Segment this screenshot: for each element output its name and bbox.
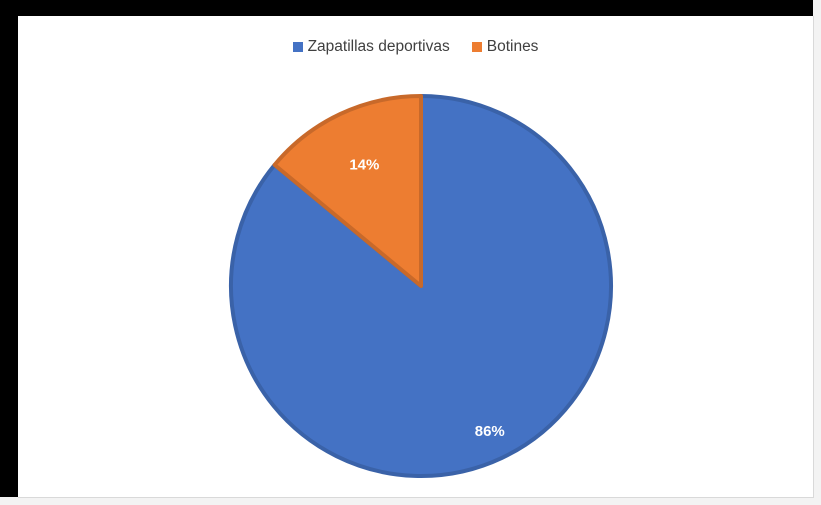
legend-label-botines: Botines <box>486 38 539 55</box>
pie-chart: 86% 14% <box>229 94 613 478</box>
legend-item-botines: Botines <box>471 38 539 56</box>
chart-legend: Zapatillas deportivas Botines <box>18 38 813 56</box>
pie-data-labels: 86% 14% <box>349 157 504 440</box>
data-label-zapatillas: 86% <box>475 423 505 440</box>
window-right-edge <box>813 0 821 505</box>
legend-swatch-zapatillas <box>292 42 303 52</box>
pie-slices <box>229 94 613 478</box>
legend-label-zapatillas: Zapatillas deportivas <box>307 38 450 55</box>
legend-item-zapatillas: Zapatillas deportivas <box>292 38 450 56</box>
window-top-border <box>0 0 821 16</box>
legend-swatch-botines <box>471 42 482 52</box>
data-label-botines: 14% <box>349 157 379 174</box>
chart-area: Zapatillas deportivas Botines 86% 14% <box>18 16 814 498</box>
pie-slice-botines <box>272 94 423 288</box>
window-bottom-edge <box>0 497 821 505</box>
window-left-border <box>0 0 18 505</box>
